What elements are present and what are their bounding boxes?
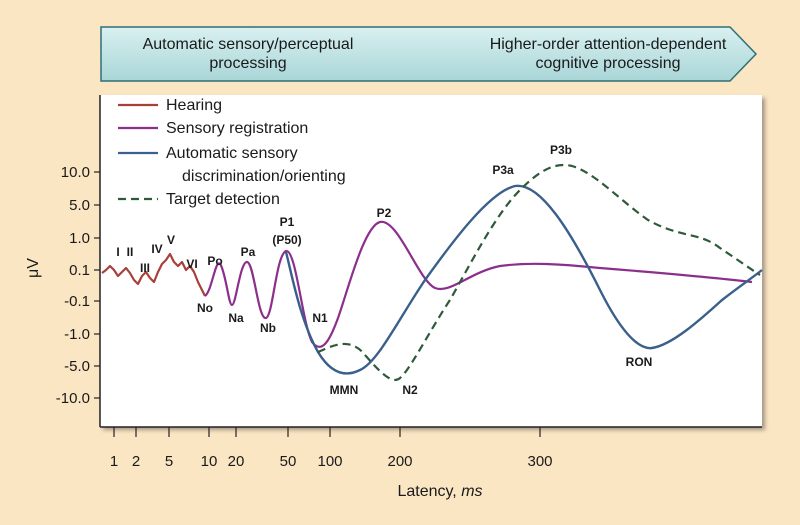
legend-label: Hearing [166, 97, 222, 114]
x-tick-label: 5 [165, 453, 173, 470]
peak-labels: I IIIIIIVVVINoPoNaPaNbP1(P50)N1MMNP2N2P3a… [116, 143, 652, 397]
y-tick-label: 5.0 [69, 197, 90, 214]
x-tick-label: 2 [132, 453, 140, 470]
peak-label: II [127, 245, 134, 259]
legend-label-line2: discrimination/orienting [182, 168, 346, 185]
peak-label: RON [626, 355, 653, 369]
peak-label: Na [228, 311, 244, 325]
peak-label: N2 [402, 383, 418, 397]
peak-label: Nb [260, 321, 276, 335]
peak-label: (P50) [272, 233, 301, 247]
y-tick-label: 10.0 [61, 164, 90, 181]
peak-label: IV [151, 242, 162, 256]
x-axis-title: Latency, ms [397, 483, 482, 500]
series-line [284, 184, 763, 375]
axes: 1 2 5 10 20 50 100 200 300 10.0 5.0 1.0 0.1 -0.1 -1.0 -… [56, 95, 762, 470]
banner-arrow-shape [100, 26, 758, 82]
peak-label: V [167, 233, 175, 247]
peak-label: N1 [312, 311, 328, 325]
legend: Hearing Sensory registration Automatic sen… [118, 97, 346, 208]
y-tick-label: 0.1 [69, 262, 90, 279]
peak-label: I [116, 245, 119, 259]
peak-label: P2 [377, 206, 392, 220]
series-line [101, 252, 206, 297]
peak-label: Pa [241, 245, 256, 259]
banner-left-text: Automatic sensory/perceptual processing [142, 36, 354, 72]
processing-banner: Automatic sensory/perceptual processing … [100, 26, 758, 82]
peak-label: MMN [330, 383, 359, 397]
peak-label: No [197, 301, 213, 315]
series-line [204, 220, 753, 348]
y-axis-title: μV [25, 258, 42, 278]
y-tick-label: -1.0 [64, 326, 90, 343]
peak-label: P1 [280, 215, 295, 229]
curves [101, 163, 763, 381]
y-tick-label: -10.0 [56, 390, 90, 407]
legend-label: Automatic sensory [166, 145, 298, 162]
x-tick-label: 10 [201, 453, 218, 470]
x-tick-label: 100 [317, 453, 342, 470]
peak-label: P3a [492, 163, 514, 177]
plot-area [100, 95, 762, 427]
x-tick-label: 50 [280, 453, 297, 470]
y-tick-label: 1.0 [69, 230, 90, 247]
x-tick-label: 1 [110, 453, 118, 470]
peak-label: Po [207, 254, 222, 268]
banner-right-text: Higher-order attention-dependent cogniti… [489, 36, 727, 72]
peak-label: P3b [550, 143, 572, 157]
x-tick-label: 200 [387, 453, 412, 470]
x-tick-label: 300 [527, 453, 552, 470]
y-tick-label: -0.1 [64, 293, 90, 310]
series-line [317, 163, 761, 381]
peak-label: VI [186, 257, 197, 271]
legend-label: Sensory registration [166, 120, 308, 137]
x-tick-label: 20 [228, 453, 245, 470]
peak-label: III [140, 261, 150, 275]
y-tick-label: -5.0 [64, 358, 90, 375]
legend-label: Target detection [166, 191, 280, 208]
